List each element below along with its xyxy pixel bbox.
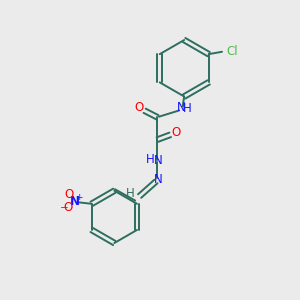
Text: O: O xyxy=(134,101,143,114)
Text: H: H xyxy=(126,187,134,200)
Text: O: O xyxy=(64,188,74,201)
Text: N: N xyxy=(177,101,186,114)
Text: H: H xyxy=(146,153,154,166)
Text: −: − xyxy=(60,203,68,213)
Text: H: H xyxy=(183,103,192,116)
Text: N: N xyxy=(70,195,80,208)
Text: N: N xyxy=(154,173,162,186)
Text: +: + xyxy=(75,194,82,202)
Text: Cl: Cl xyxy=(226,45,238,58)
Text: O: O xyxy=(171,126,180,139)
Text: O: O xyxy=(64,201,73,214)
Text: N: N xyxy=(154,154,162,167)
